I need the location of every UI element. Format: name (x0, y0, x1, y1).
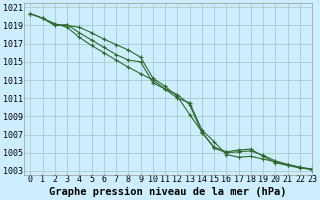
X-axis label: Graphe pression niveau de la mer (hPa): Graphe pression niveau de la mer (hPa) (50, 187, 287, 197)
